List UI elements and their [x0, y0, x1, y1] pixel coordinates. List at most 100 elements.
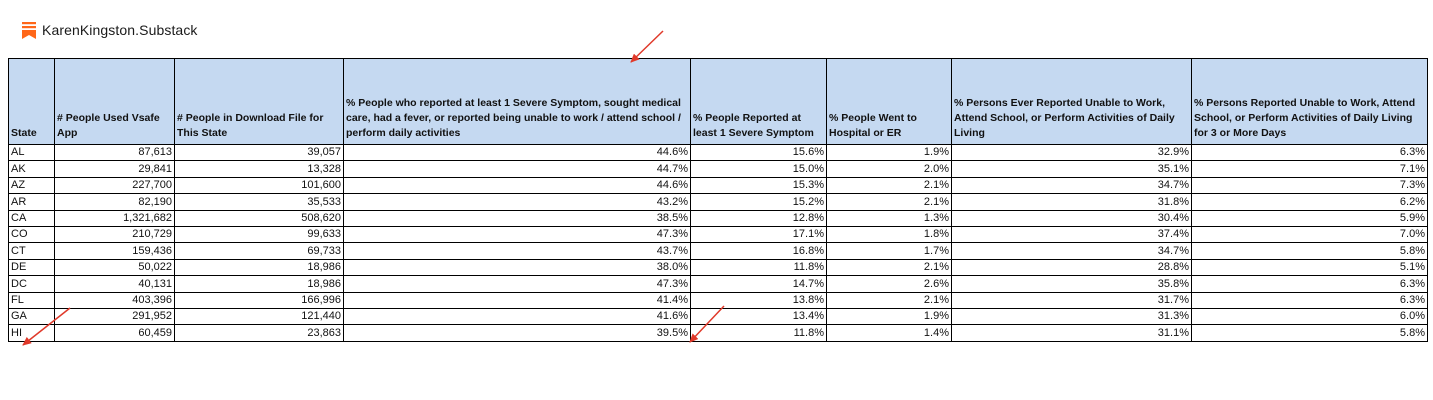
table-row: DE 50,022 18,986 38.0% 11.8% 2.1% 28.8% 5.1% [8, 259, 1428, 277]
header-pct-unable-3-days: % Persons Reported Unable to Work, Atten… [1191, 58, 1428, 145]
cell-pct-unable-3-days: 5.8% [1191, 324, 1428, 342]
cell-pct-any-reaction: 44.7% [343, 160, 691, 178]
cell-people-in-download: 101,600 [174, 177, 344, 195]
table-row: AL 87,613 39,057 44.6% 15.6% 1.9% 32.9% 6.3% [8, 144, 1428, 162]
cell-pct-hospital-er: 1.9% [826, 144, 952, 162]
cell-pct-unable-ever: 37.4% [951, 226, 1192, 244]
table-body: AL 87,613 39,057 44.6% 15.6% 1.9% 32.9% 6.3% AK 2… [8, 144, 1428, 342]
cell-state: DE [8, 259, 55, 277]
header-pct-any-reaction: % People who reported at least 1 Severe … [343, 58, 691, 145]
header-state: State [8, 58, 55, 145]
cell-people-in-download: 99,633 [174, 226, 344, 244]
cell-pct-unable-ever: 34.7% [951, 177, 1192, 195]
cell-pct-any-reaction: 44.6% [343, 144, 691, 162]
cell-people-used-vsafe: 291,952 [54, 308, 175, 326]
cell-pct-severe-symptom: 11.8% [690, 324, 827, 342]
cell-pct-hospital-er: 2.0% [826, 160, 952, 178]
cell-people-in-download: 23,863 [174, 324, 344, 342]
cell-people-used-vsafe: 1,321,682 [54, 210, 175, 227]
cell-pct-any-reaction: 47.3% [343, 275, 691, 293]
cell-pct-severe-symptom: 13.4% [690, 308, 827, 326]
cell-pct-hospital-er: 1.8% [826, 226, 952, 244]
cell-pct-unable-ever: 31.3% [951, 308, 1192, 326]
cell-pct-unable-ever: 32.9% [951, 144, 1192, 162]
cell-pct-unable-3-days: 5.9% [1191, 210, 1428, 227]
cell-state: GA [8, 308, 55, 326]
cell-people-used-vsafe: 29,841 [54, 160, 175, 178]
cell-pct-any-reaction: 43.7% [343, 242, 691, 260]
cell-pct-hospital-er: 1.4% [826, 324, 952, 342]
cell-state: CT [8, 242, 55, 260]
cell-pct-any-reaction: 41.6% [343, 308, 691, 326]
cell-pct-unable-3-days: 7.0% [1191, 226, 1428, 244]
table-row: FL 403,396 166,996 41.4% 13.8% 2.1% 31.7% 6.3% [8, 292, 1428, 309]
cell-pct-unable-3-days: 5.8% [1191, 242, 1428, 260]
substack-logo-icon [22, 21, 36, 39]
cell-pct-hospital-er: 1.3% [826, 210, 952, 227]
cell-state: FL [8, 292, 55, 309]
cell-pct-unable-ever: 31.7% [951, 292, 1192, 309]
cell-pct-any-reaction: 38.0% [343, 259, 691, 277]
brand: KarenKingston.Substack [22, 20, 198, 40]
cell-pct-unable-3-days: 7.3% [1191, 177, 1428, 195]
cell-state: AK [8, 160, 55, 178]
cell-pct-severe-symptom: 15.3% [690, 177, 827, 195]
cell-people-in-download: 18,986 [174, 275, 344, 293]
cell-people-in-download: 121,440 [174, 308, 344, 326]
cell-people-used-vsafe: 60,459 [54, 324, 175, 342]
cell-state: CO [8, 226, 55, 244]
cell-people-used-vsafe: 403,396 [54, 292, 175, 309]
header-pct-hospital-er: % People Went to Hospital or ER [826, 58, 952, 145]
cell-pct-severe-symptom: 15.6% [690, 144, 827, 162]
cell-people-in-download: 508,620 [174, 210, 344, 227]
cell-pct-severe-symptom: 13.8% [690, 292, 827, 309]
table-row: HI 60,459 23,863 39.5% 11.8% 1.4% 31.1% 5.8% [8, 324, 1428, 342]
cell-pct-severe-symptom: 16.8% [690, 242, 827, 260]
table-row: CA 1,321,682 508,620 38.5% 12.8% 1.3% 30.4% 5.9… [8, 210, 1428, 227]
cell-pct-unable-ever: 35.1% [951, 160, 1192, 178]
cell-pct-unable-3-days: 5.1% [1191, 259, 1428, 277]
header-people-used-vsafe: # People Used Vsafe App [54, 58, 175, 145]
cell-pct-unable-ever: 28.8% [951, 259, 1192, 277]
table-row: AR 82,190 35,533 43.2% 15.2% 2.1% 31.8% 6.2% [8, 193, 1428, 211]
brand-name: KarenKingston.Substack [42, 22, 198, 38]
cell-people-in-download: 35,533 [174, 193, 344, 211]
cell-pct-unable-ever: 31.1% [951, 324, 1192, 342]
table-row: CO 210,729 99,633 47.3% 17.1% 1.8% 37.4% 7.0% [8, 226, 1428, 244]
header-row: State # People Used Vsafe App # People i… [8, 58, 1428, 145]
cell-state: HI [8, 324, 55, 342]
cell-pct-unable-3-days: 6.0% [1191, 308, 1428, 326]
cell-people-in-download: 18,986 [174, 259, 344, 277]
cell-pct-unable-3-days: 6.3% [1191, 144, 1428, 162]
vsafe-data-table: State # People Used Vsafe App # People i… [8, 58, 1428, 342]
cell-state: CA [8, 210, 55, 227]
cell-pct-unable-3-days: 6.3% [1191, 292, 1428, 309]
cell-pct-unable-ever: 35.8% [951, 275, 1192, 293]
cell-pct-any-reaction: 41.4% [343, 292, 691, 309]
cell-pct-unable-3-days: 7.1% [1191, 160, 1428, 178]
table-row: CT 159,436 69,733 43.7% 16.8% 1.7% 34.7% 5.8% [8, 242, 1428, 260]
cell-pct-hospital-er: 2.6% [826, 275, 952, 293]
cell-pct-severe-symptom: 11.8% [690, 259, 827, 277]
cell-state: AZ [8, 177, 55, 195]
cell-pct-hospital-er: 2.1% [826, 259, 952, 277]
cell-pct-any-reaction: 43.2% [343, 193, 691, 211]
header-people-in-download: # People in Download File for This State [174, 58, 344, 145]
cell-pct-severe-symptom: 17.1% [690, 226, 827, 244]
cell-people-in-download: 69,733 [174, 242, 344, 260]
table-row: DC 40,131 18,986 47.3% 14.7% 2.6% 35.8% 6.3% [8, 275, 1428, 293]
cell-people-in-download: 166,996 [174, 292, 344, 309]
cell-people-used-vsafe: 87,613 [54, 144, 175, 162]
header-pct-unable-ever: % Persons Ever Reported Unable to Work, … [951, 58, 1192, 145]
cell-people-in-download: 13,328 [174, 160, 344, 178]
cell-people-used-vsafe: 40,131 [54, 275, 175, 293]
cell-pct-unable-ever: 31.8% [951, 193, 1192, 211]
cell-pct-any-reaction: 38.5% [343, 210, 691, 227]
cell-state: AR [8, 193, 55, 211]
cell-pct-unable-3-days: 6.3% [1191, 275, 1428, 293]
cell-pct-unable-3-days: 6.2% [1191, 193, 1428, 211]
cell-pct-unable-ever: 34.7% [951, 242, 1192, 260]
cell-pct-any-reaction: 39.5% [343, 324, 691, 342]
table-row: AK 29,841 13,328 44.7% 15.0% 2.0% 35.1% 7.1% [8, 160, 1428, 178]
cell-people-used-vsafe: 159,436 [54, 242, 175, 260]
